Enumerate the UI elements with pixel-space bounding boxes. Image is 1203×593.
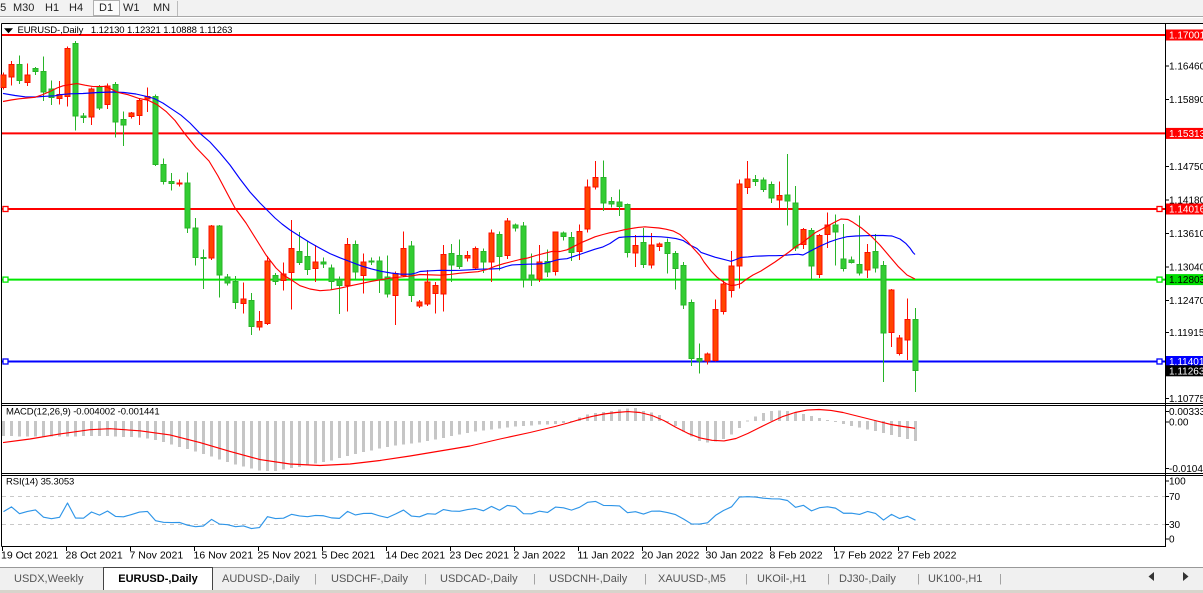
svg-text:EURUSD-,Daily 1.12130 1.1232: EURUSD-,Daily 1.12130 1.12321 1.10888 1.…	[18, 25, 233, 36]
svg-text:20 Jan 2022: 20 Jan 2022	[642, 550, 700, 562]
svg-text:1.15313: 1.15313	[1169, 129, 1203, 140]
svg-text:1.14750: 1.14750	[1169, 162, 1203, 173]
svg-text:1.12803: 1.12803	[1169, 275, 1203, 286]
svg-text:16 Nov 2021: 16 Nov 2021	[194, 550, 254, 562]
svg-text:0.00: 0.00	[1169, 418, 1189, 429]
svg-text:0.003331: 0.003331	[1169, 407, 1203, 418]
svg-text:25 Nov 2021: 25 Nov 2021	[258, 550, 318, 562]
svg-text:30: 30	[1169, 520, 1181, 531]
svg-text:17 Feb 2022: 17 Feb 2022	[834, 550, 893, 562]
svg-text:28 Oct 2021: 28 Oct 2021	[66, 550, 123, 562]
svg-text:1.15890: 1.15890	[1169, 95, 1203, 106]
svg-text:27 Feb 2022: 27 Feb 2022	[898, 550, 957, 562]
svg-text:1.13040: 1.13040	[1169, 263, 1203, 274]
svg-text:7 Nov 2021: 7 Nov 2021	[130, 550, 184, 562]
svg-text:1.14180: 1.14180	[1169, 196, 1203, 207]
svg-text:8 Feb 2022: 8 Feb 2022	[770, 550, 823, 562]
svg-text:70: 70	[1169, 492, 1181, 503]
svg-text:1.10775: 1.10775	[1169, 394, 1203, 405]
svg-text:1.17001: 1.17001	[1169, 31, 1203, 42]
svg-text:RSI(14) 35.3053: RSI(14) 35.3053	[6, 477, 74, 488]
svg-text:1.11401: 1.11401	[1169, 357, 1203, 368]
svg-text:2 Jan 2022: 2 Jan 2022	[514, 550, 566, 562]
svg-text:-0.01043: -0.01043	[1169, 464, 1203, 475]
svg-text:1.12470: 1.12470	[1169, 296, 1203, 307]
svg-text:MACD(12,26,9) -0.004002 -0.001: MACD(12,26,9) -0.004002 -0.001441	[6, 407, 160, 418]
svg-text:30 Jan 2022: 30 Jan 2022	[706, 550, 764, 562]
svg-text:1.11915: 1.11915	[1169, 328, 1203, 339]
svg-text:1.11263: 1.11263	[1169, 366, 1203, 377]
svg-text:1.14016: 1.14016	[1169, 205, 1203, 216]
svg-text:11 Jan 2022: 11 Jan 2022	[578, 550, 635, 562]
svg-text:5 Dec 2021: 5 Dec 2021	[322, 550, 376, 562]
svg-text:19 Oct 2021: 19 Oct 2021	[1, 550, 58, 562]
svg-text:14 Dec 2021: 14 Dec 2021	[386, 550, 446, 562]
svg-text:23 Dec 2021: 23 Dec 2021	[450, 550, 510, 562]
svg-text:100: 100	[1169, 477, 1186, 488]
svg-text:1.13610: 1.13610	[1169, 229, 1203, 240]
svg-text:1.16460: 1.16460	[1169, 62, 1203, 73]
svg-text:0: 0	[1169, 535, 1175, 546]
